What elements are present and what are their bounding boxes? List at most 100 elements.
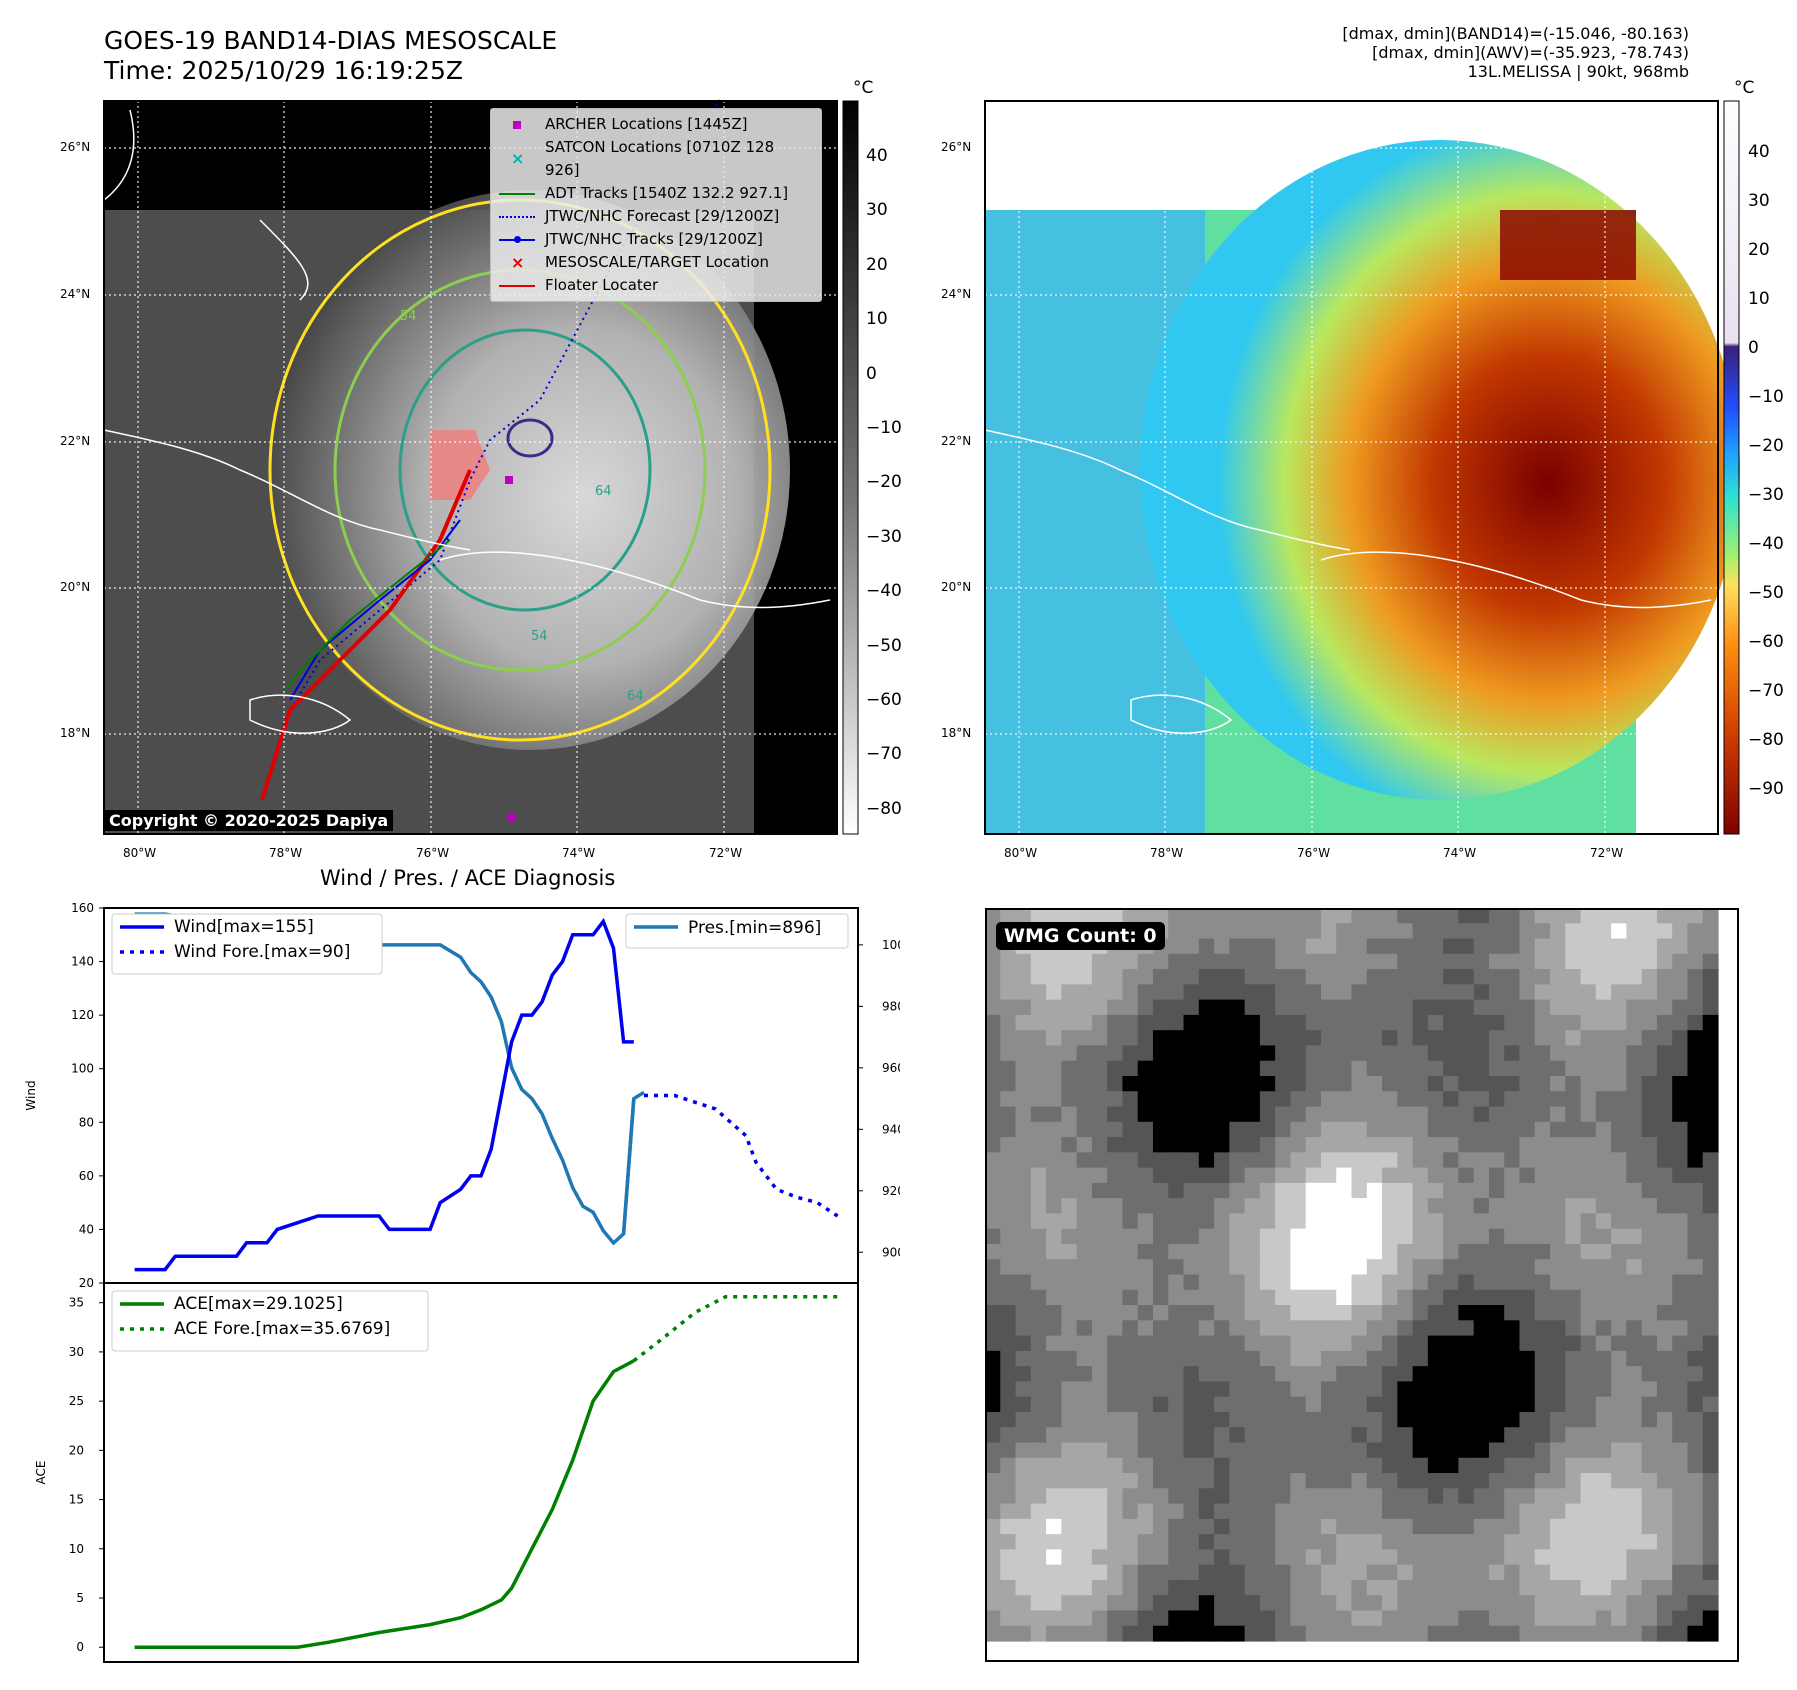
left-colorbar-tick: 0 [866, 363, 877, 384]
ace-tick-label: 5 [76, 1591, 84, 1605]
leftLat-label: 20°N [60, 580, 91, 594]
rightLon-label: 76°W [1297, 846, 1331, 860]
right-colorbar-tick: −30 [1748, 485, 1784, 505]
title-line-1: GOES-19 BAND14-DIAS MESOSCALE [104, 26, 558, 55]
ace-tick-label: 0 [76, 1640, 84, 1654]
ace-tick-label: 15 [69, 1493, 84, 1507]
pressure-tick-label: 960 [882, 1061, 900, 1075]
leftLon-label: 72°W [709, 846, 743, 860]
leftLat-label: 18°N [60, 726, 91, 740]
pressure-legend: Pres.[min=896] [625, 913, 849, 949]
adt-track [284, 539, 451, 691]
legend-marker-icon: × [511, 252, 525, 272]
contour-eye [506, 418, 554, 458]
left-colorbar-tick: −20 [866, 472, 902, 493]
left-colorbar [842, 100, 859, 835]
right-map [984, 101, 1740, 834]
right-colorbar-unit: °C [1734, 78, 1755, 98]
right-colorbar-tick: −60 [1748, 632, 1784, 652]
left-colorbar-tick: −70 [866, 744, 902, 765]
figure-title: GOES-19 BAND14-DIAS MESOSCALE Time: 2025… [104, 26, 557, 86]
legend-marker-icon: × [511, 149, 525, 168]
right-colorbar-tick: 20 [1748, 240, 1770, 260]
contour-label-1: 54 [531, 629, 548, 644]
legend-marker-icon [499, 233, 535, 247]
leftLon-label: 76°W [416, 846, 450, 860]
right-gridlines [985, 101, 1718, 834]
leftLon-label: 74°W [562, 846, 596, 860]
right-map-frame [984, 100, 1719, 835]
right-storm-cloud [1140, 140, 1740, 800]
copyright-label: Copyright © 2020-2025 Dapiya [104, 810, 394, 831]
ace-tick-label: 25 [69, 1394, 84, 1408]
wmg-count-badge: WMG Count: 0 [996, 922, 1165, 950]
leftLon-label: 80°W [123, 846, 157, 860]
left-colorbar-tick: 40 [866, 146, 888, 166]
rightLat-label: 26°N [941, 140, 972, 154]
rightLat-label: 24°N [941, 287, 972, 301]
contour-teal [398, 328, 652, 612]
wind-tick-label: 120 [71, 1008, 94, 1022]
map-legend-item: JTWC/NHC Tracks [29/1200Z] [499, 228, 813, 251]
map-legend-item: × SATCON Locations [0710Z 128 926] [499, 136, 813, 182]
chart-legend-label: Wind Fore.[max=90] [174, 942, 350, 962]
wind-tick-label: 80 [79, 1115, 94, 1129]
wind-series-line [134, 917, 634, 1272]
map-legend-label: MESOSCALE/TARGET Location [545, 253, 770, 271]
left-colorbar-tick: 20 [866, 254, 888, 275]
ace-tick-label: 35 [69, 1296, 84, 1310]
left-map-legend: ARCHER Locations [1445Z] × SATCON Location… [490, 108, 822, 302]
legend-marker-icon [499, 118, 535, 132]
wmg-pixel-grid [985, 908, 1719, 1642]
contour-label-4: 64 [627, 689, 644, 704]
right-colorbar-tick: −80 [1748, 730, 1784, 750]
left-colorbar-tick: −10 [866, 418, 902, 438]
info-block: [dmax, dmin](BAND14)=(-15.046, -80.163) … [1342, 24, 1689, 81]
rightLat-label: 22°N [941, 434, 972, 448]
right-colorbar-tick: −10 [1748, 387, 1784, 407]
rightLat-label: 20°N [941, 580, 972, 594]
map-legend-label: JTWC/NHC Tracks [29/1200Z] [545, 230, 763, 248]
pressure-tick-label: 1000 [882, 938, 900, 952]
left-map-svg: 54 54 64 64 [103, 99, 1740, 835]
ace-tick-label: 10 [69, 1542, 84, 1556]
contour-label-3: 64 [595, 484, 612, 499]
left-colorbar-tick: −40 [866, 581, 902, 602]
pressure-tick-label: 900 [882, 1245, 900, 1259]
map-legend-item: Floater Locater [499, 274, 813, 297]
left-colorbar-tick: 30 [866, 200, 888, 221]
left-colorbar-unit: °C [853, 78, 874, 98]
left-colorbar-tick: 10 [866, 309, 888, 330]
right-colorbar-tick: −50 [1748, 583, 1784, 603]
left-coastlines [103, 109, 831, 734]
left-colorbar-tick: −80 [866, 798, 902, 819]
ace-plot-frame [103, 1282, 859, 1663]
ace-axis-label: ACE [34, 1461, 48, 1485]
jtwc-track [289, 519, 461, 701]
rightLat-label: 18°N [941, 726, 972, 740]
right-colorbar-tick: 40 [1748, 142, 1770, 162]
right-colorbar [1723, 100, 1740, 835]
contour-label-2: 54 [400, 309, 417, 324]
map-legend-item: × MESOSCALE/TARGET Location [499, 251, 813, 274]
ace-legend: ACE[max=29.1025] ACE Fore.[max=35.6769] [111, 1290, 429, 1352]
ace-tick-label: 20 [69, 1443, 84, 1457]
diagnosis-svg: 20 40 60 80 100 120 140 160 900 920 940 960 980 1000 0… [24, 901, 900, 1663]
chart-legend-label: Pres.[min=896] [688, 918, 821, 938]
wind-tick-label: 160 [71, 901, 94, 915]
left-colorbar-tick: −30 [866, 526, 902, 547]
right-colorbar-tick: 30 [1748, 191, 1770, 211]
left-colorbar-tick: −60 [866, 690, 902, 710]
wind-forecast-series-line [644, 1093, 839, 1218]
right-colorbar-tick: −70 [1748, 681, 1784, 701]
map-legend-item: JTWC/NHC Forecast [29/1200Z] [499, 205, 813, 228]
wmg-panel [985, 908, 1739, 1662]
pressure-tick-label: 940 [882, 1122, 900, 1136]
wind-axis-label: Wind [24, 1080, 38, 1110]
left-map-frame [103, 100, 838, 835]
right-colorbar-tick: −20 [1748, 436, 1784, 456]
right-colorbar-tick: −40 [1748, 534, 1784, 554]
chart-legend-label: Wind[max=155] [174, 917, 314, 937]
right-colorbar-tick: 0 [1748, 338, 1759, 358]
info-line-1: [dmax, dmin](BAND14)=(-15.046, -80.163) [1342, 24, 1689, 43]
